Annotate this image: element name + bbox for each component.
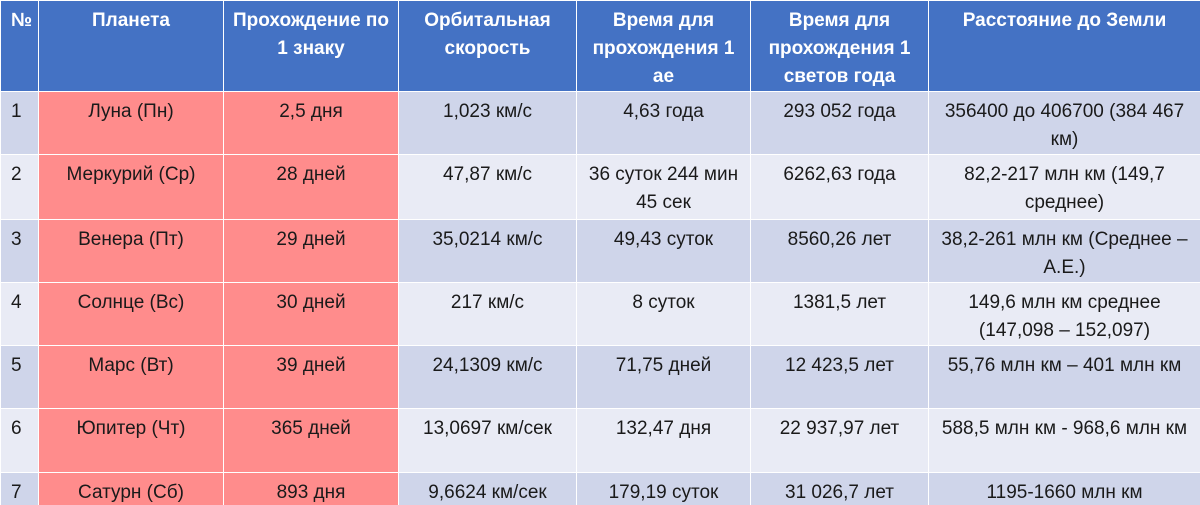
cell-sign-transit: 2,5 дня [223,91,399,155]
table-row: 5 Марс (Вт) 39 дней 24,1309 км/с 71,75 д… [0,345,1200,409]
header-sign-transit: Прохождение по 1 знаку [223,0,399,92]
header-planet: Планета [38,0,224,92]
table-row: 7 Сатурн (Сб) 893 дня 9,6624 км/сек 179,… [0,472,1200,505]
table-row: 3 Венера (Пт) 29 дней 35,0214 км/с 49,43… [0,219,1200,283]
cell-time-1au: 49,43 суток [576,219,751,283]
cell-sign-transit: 30 дней [223,282,399,346]
cell-orbital-speed: 13,0697 км/сек [398,408,577,473]
table-row: 4 Солнце (Вс) 30 дней 217 км/с 8 суток 1… [0,282,1200,346]
cell-planet: Меркурий (Ср) [38,154,224,220]
cell-num: 1 [0,91,39,155]
cell-time-1ly: 22 937,97 лет [750,408,929,473]
cell-time-1ly: 31 026,7 лет [750,472,929,505]
header-time-1au: Время для прохождения 1 ае [576,0,751,92]
cell-planet: Марс (Вт) [38,345,224,409]
cell-num: 3 [0,219,39,283]
cell-planet: Солнце (Вс) [38,282,224,346]
cell-num: 2 [0,154,39,220]
cell-time-1ly: 8560,26 лет [750,219,929,283]
cell-sign-transit: 28 дней [223,154,399,220]
table-row: 2 Меркурий (Ср) 28 дней 47,87 км/с 36 су… [0,154,1200,220]
header-orbital-speed: Орбитальная скорость [398,0,577,92]
cell-sign-transit: 365 дней [223,408,399,473]
cell-num: 7 [0,472,39,505]
header-num: № [0,0,39,92]
cell-time-1ly: 6262,63 года [750,154,929,220]
table-row: 6 Юпитер (Чт) 365 дней 13,0697 км/сек 13… [0,408,1200,473]
cell-orbital-speed: 47,87 км/с [398,154,577,220]
cell-distance: 82,2-217 млн км (149,7 среднее) [928,154,1200,220]
cell-sign-transit: 893 дня [223,472,399,505]
cell-planet: Луна (Пн) [38,91,224,155]
cell-time-1au: 4,63 года [576,91,751,155]
cell-sign-transit: 29 дней [223,219,399,283]
cell-num: 6 [0,408,39,473]
header-time-1ly: Время для прохождения 1 светов года [750,0,929,92]
cell-distance: 149,6 млн км среднее (147,098 – 152,097) [928,282,1200,346]
cell-planet: Сатурн (Сб) [38,472,224,505]
cell-orbital-speed: 217 км/с [398,282,577,346]
table-row: 1 Луна (Пн) 2,5 дня 1,023 км/с 4,63 года… [0,91,1200,155]
cell-time-1au: 36 суток 244 мин 45 сек [576,154,751,220]
cell-planet: Венера (Пт) [38,219,224,283]
cell-time-1au: 179,19 суток [576,472,751,505]
cell-num: 5 [0,345,39,409]
cell-time-1au: 132,47 дня [576,408,751,473]
cell-distance: 356400 до 406700 (384 467 км) [928,91,1200,155]
cell-time-1ly: 12 423,5 лет [750,345,929,409]
header-row: № Планета Прохождение по 1 знаку Орбитал… [0,0,1200,92]
cell-orbital-speed: 24,1309 км/с [398,345,577,409]
cell-orbital-speed: 9,6624 км/сек [398,472,577,505]
cell-num: 4 [0,282,39,346]
cell-orbital-speed: 1,023 км/с [398,91,577,155]
cell-sign-transit: 39 дней [223,345,399,409]
cell-time-1ly: 293 052 года [750,91,929,155]
cell-time-1au: 8 суток [576,282,751,346]
cell-orbital-speed: 35,0214 км/с [398,219,577,283]
cell-distance: 588,5 млн км - 968,6 млн км [928,408,1200,473]
cell-distance: 55,76 млн км – 401 млн км [928,345,1200,409]
cell-time-1au: 71,75 дней [576,345,751,409]
cell-planet: Юпитер (Чт) [38,408,224,473]
header-distance: Расстояние до Земли [928,0,1200,92]
cell-time-1ly: 1381,5 лет [750,282,929,346]
cell-distance: 38,2-261 млн км (Среднее – А.Е.) [928,219,1200,283]
cell-distance: 1195-1660 млн км [928,472,1200,505]
